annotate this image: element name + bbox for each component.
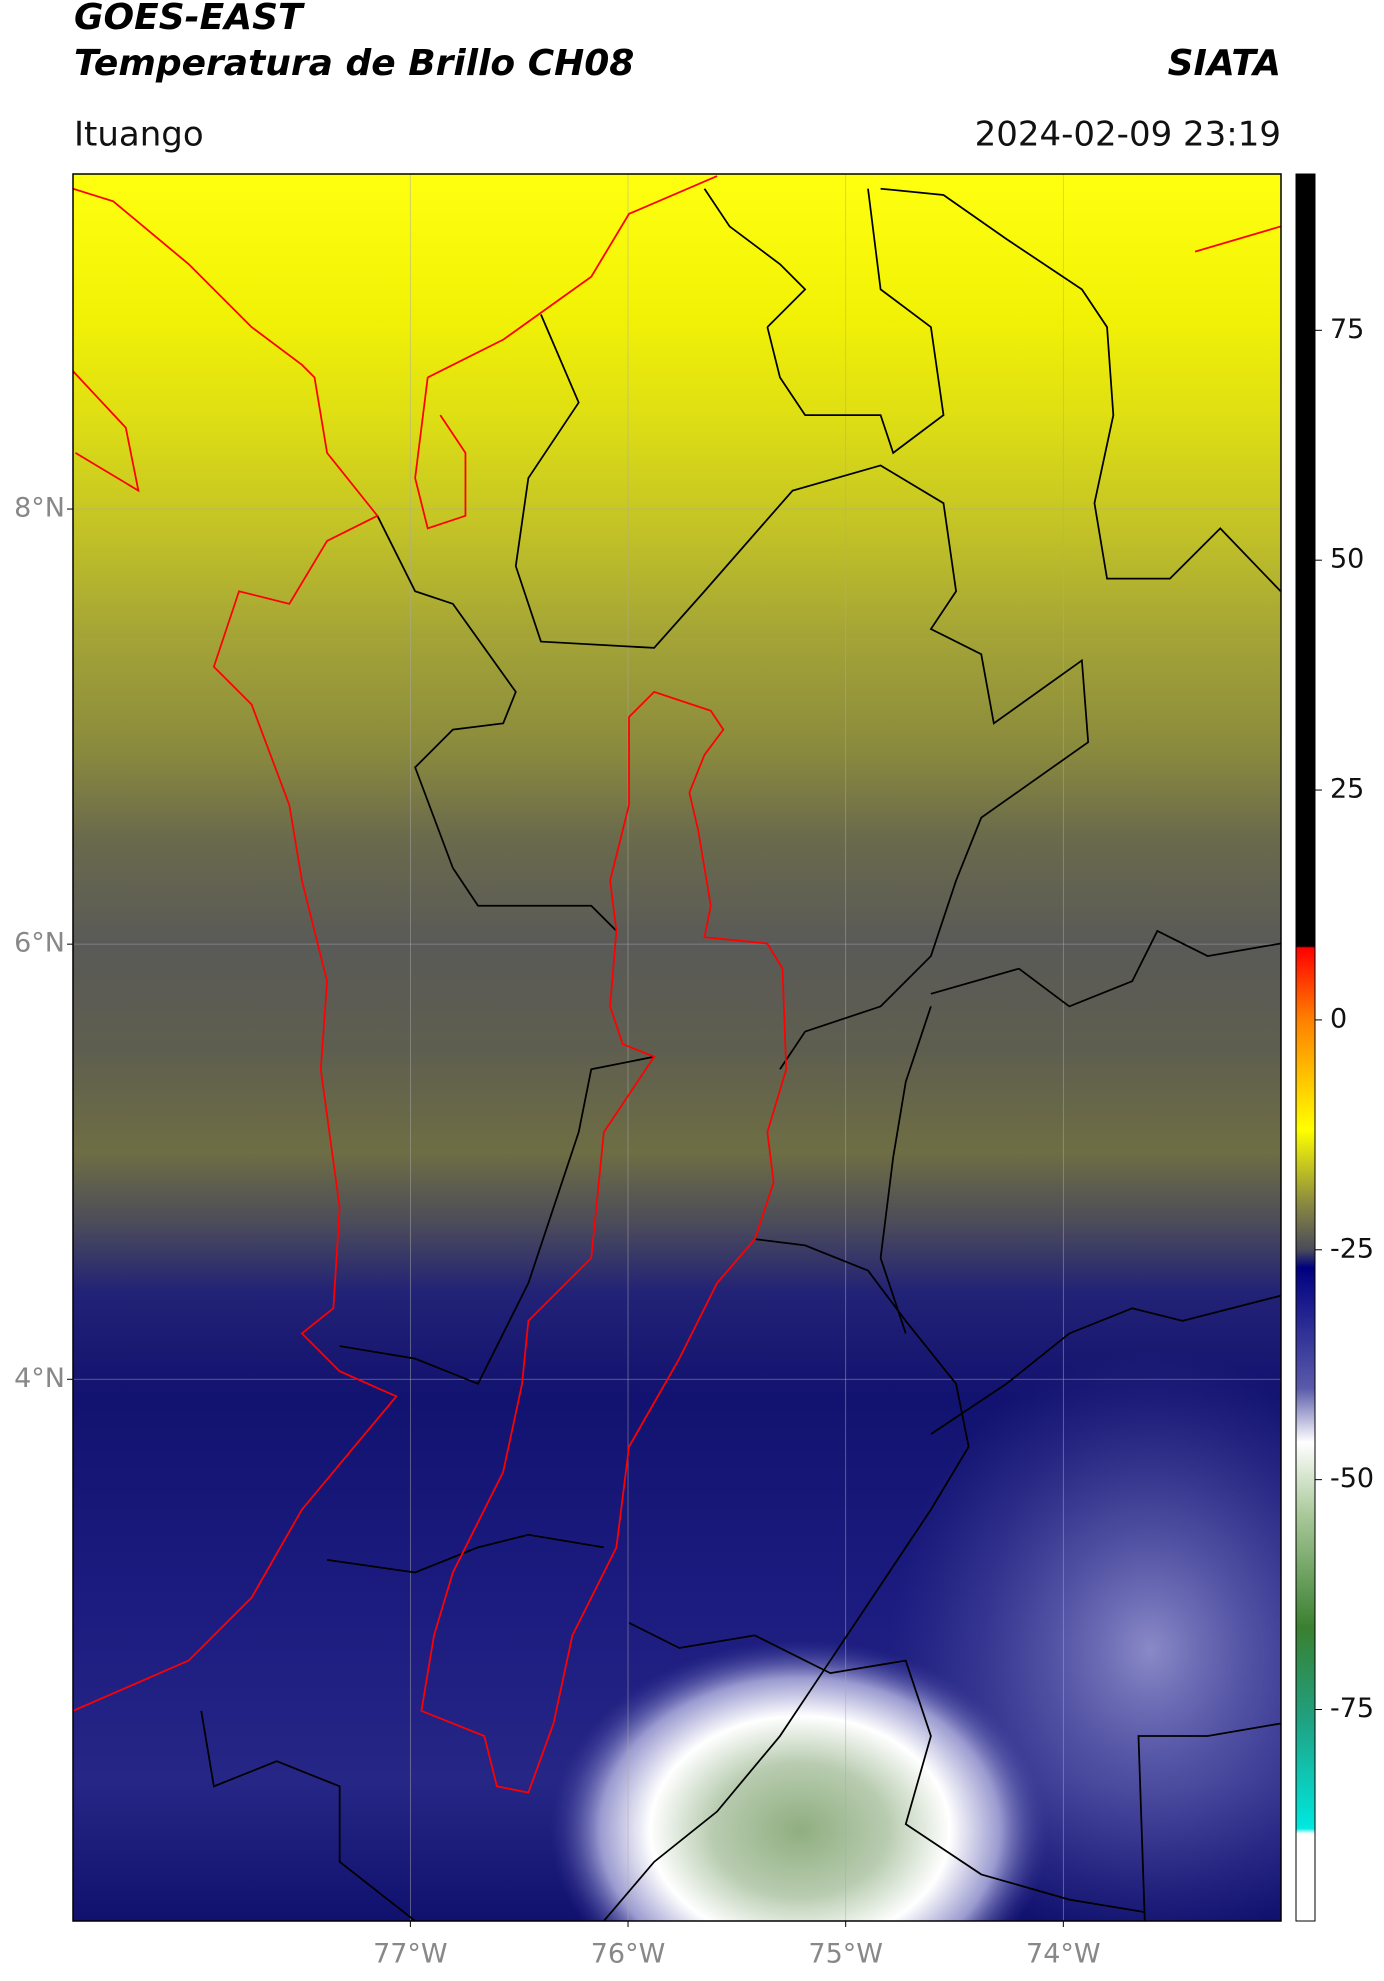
date: 2024-02-09 23:19	[975, 115, 1281, 155]
colorbar-tick-label: 25	[1330, 774, 1364, 805]
colorbar-tick-label: -75	[1330, 1693, 1374, 1724]
map-frame	[72, 173, 1282, 1922]
colorbar-tick-label: 50	[1330, 544, 1364, 575]
subtitle: Temperatura de Brillo CH08	[74, 43, 634, 84]
x-tick-label: 77°W	[373, 1939, 448, 1970]
y-tick-label: 8°N	[14, 493, 65, 524]
colorbar-tick-label: -50	[1330, 1463, 1374, 1494]
borders	[73, 175, 1281, 1921]
colorbar-tick-label: 75	[1330, 314, 1364, 345]
x-tick-label: 76°W	[591, 1939, 666, 1970]
y-tick-label: 4°N	[14, 1363, 65, 1394]
y-tick-label: 6°N	[14, 928, 65, 959]
x-tick-label: 75°W	[808, 1939, 883, 1970]
colorbar-tick-label: 0	[1330, 1003, 1347, 1034]
grid	[73, 174, 1281, 1921]
cloud	[550, 1640, 1050, 1921]
x-tick-label: 74°W	[1026, 1939, 1101, 1970]
location: Ituango	[74, 115, 204, 155]
colorbar-tick-label: -25	[1330, 1233, 1374, 1264]
colorbar	[1295, 173, 1316, 1922]
source: SIATA	[1168, 43, 1281, 84]
title: GOES-EAST	[74, 0, 305, 38]
map	[73, 174, 1281, 1921]
